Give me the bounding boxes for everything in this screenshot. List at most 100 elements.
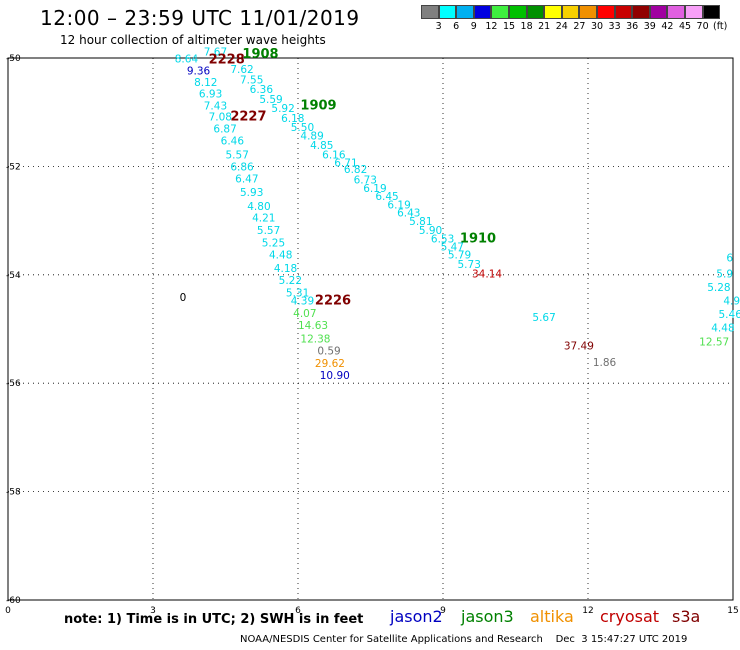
x-tick-label: 12 [582, 606, 593, 616]
legend-label: 6 [453, 21, 460, 32]
legend-label: 18 [520, 21, 533, 32]
swh-value-label: 4.21 [252, 213, 275, 225]
swh-value-label: 4.85 [310, 140, 333, 152]
wave-height-legend: 3 6 9 12 15 18 21 24 27 30 33 36 39 42 45 70 (ft) [421, 5, 728, 33]
swh-value-label: 6.47 [235, 174, 258, 186]
swh-value-label: 6.93 [199, 89, 222, 101]
swh-value-label: 6.45 [375, 191, 398, 203]
legend-labels: 3 6 9 12 15 18 21 24 27 30 33 36 39 42 45 70 (ft) [421, 19, 728, 33]
legend-swatch [473, 5, 492, 19]
track-time-label: 2226 [315, 294, 351, 309]
legend-label: 21 [538, 21, 551, 32]
legend-label: 9 [470, 21, 477, 32]
swh-value-label: 5.28 [707, 282, 730, 294]
legend-label: 24 [555, 21, 568, 32]
legend-label: 42 [661, 21, 674, 32]
legend-swatch [508, 5, 527, 19]
swh-value-label: 5.9 [716, 269, 733, 281]
swh-value-label: 4.07 [293, 308, 316, 320]
legend-label: 3 [435, 21, 442, 32]
swh-value-label: 6.36 [250, 84, 274, 96]
swh-value-label: 6.71 [334, 157, 357, 169]
credit-line: NOAA/NESDIS Center for Satellite Applica… [240, 634, 688, 645]
swh-value-label: 4.89 [300, 130, 323, 142]
swh-value-label: 4.80 [247, 201, 270, 213]
y-tick-label: -50 [6, 54, 21, 64]
swh-value-label: 5.47 [441, 241, 464, 253]
page-title: 12:00 – 23:59 UTC 11/01/2019 [40, 6, 360, 30]
legend-label: 45 [678, 21, 692, 32]
swh-value-label: 12.38 [300, 334, 330, 346]
legend-label: 15 [502, 21, 516, 32]
swh-value-label: 5.67 [532, 312, 555, 324]
legend-label: (ft) [713, 21, 728, 32]
swh-value-label: 7.62 [230, 64, 253, 76]
swh-value-label: 6.87 [213, 123, 236, 135]
swh-value-label: 6.19 [363, 183, 386, 195]
legend-swatch [684, 5, 703, 19]
swh-value-label: 10.90 [320, 370, 350, 382]
swh-value-label: 5.92 [271, 103, 294, 115]
swh-value-label: 5.31 [286, 287, 309, 299]
legend-label: 30 [590, 21, 604, 32]
legend-swatch [421, 5, 439, 19]
swh-value-label: 5.59 [259, 94, 282, 106]
legend-swatch [596, 5, 615, 19]
swh-value-label: 5.22 [279, 275, 302, 287]
legend-label: 70 [696, 21, 709, 32]
swh-value-label: 7.08 [209, 111, 232, 123]
swh-value-label: 4.98 [723, 296, 740, 308]
swh-value-label: 34.14 [472, 269, 502, 281]
satellite-name-jason2: jason2 [390, 607, 443, 626]
swh-value-label: 5.57 [226, 149, 249, 161]
legend-swatch [632, 5, 650, 19]
swh-value-label: 7.43 [204, 100, 227, 112]
legend-label: 33 [608, 21, 621, 32]
swh-value-label: 12.57 [699, 336, 729, 348]
swh-value-label: 7.67 [204, 46, 227, 58]
legend-swatch [526, 5, 545, 19]
swh-value-label: 4.18 [274, 263, 297, 275]
track-time-label: 1908 [242, 47, 278, 62]
swh-value-label: 6.18 [281, 113, 304, 125]
swh-value-label: 5.93 [240, 187, 263, 199]
satellite-name-jason3: jason3 [461, 607, 514, 626]
swh-value-label: 6.86 [230, 162, 254, 174]
legend-label: 36 [626, 21, 639, 32]
swh-value-label: 37.49 [564, 341, 594, 353]
swh-value-label: 8.12 [194, 77, 217, 89]
legend-swatches [421, 5, 721, 19]
swh-value-label: 6.19 [387, 200, 410, 212]
legend-swatch [544, 5, 562, 19]
x-tick-label: 15 [727, 606, 738, 616]
legend-swatch [438, 5, 457, 19]
x-tick-label: 9 [440, 606, 446, 616]
swh-value-label: 5.73 [458, 259, 481, 271]
swh-value-label: 4.48 [711, 323, 734, 335]
swh-value-label: 14.63 [298, 320, 328, 332]
map-frame [7, 57, 734, 601]
swh-value-label: 1.86 [593, 357, 617, 369]
y-tick-label: -60 [6, 596, 21, 606]
swh-value-label: 0 [180, 292, 187, 304]
track-time-label: 1909 [300, 98, 336, 113]
track-time-label: 1910 [460, 231, 496, 246]
swh-value-label: 6 [726, 252, 733, 264]
x-tick-label: 0 [5, 606, 11, 616]
page-subtitle: 12 hour collection of altimeter wave hei… [60, 33, 326, 47]
legend-label: 12 [485, 21, 498, 32]
y-tick-label: -58 [6, 488, 21, 498]
legend-label: 27 [573, 21, 586, 32]
legend-swatch [456, 5, 474, 19]
swh-value-label: 5.57 [257, 225, 280, 237]
satellite-name-cryosat: cryosat [600, 607, 660, 626]
y-tick-label: -56 [6, 379, 21, 389]
swh-value-label: 5.79 [448, 250, 471, 262]
legend-swatch [491, 5, 509, 19]
legend-swatch [561, 5, 580, 19]
swh-value-label: 5.90 [419, 225, 442, 237]
swh-value-label: 5.50 [291, 122, 314, 134]
legend-label: 39 [643, 21, 656, 32]
x-tick-label: 6 [295, 606, 301, 616]
